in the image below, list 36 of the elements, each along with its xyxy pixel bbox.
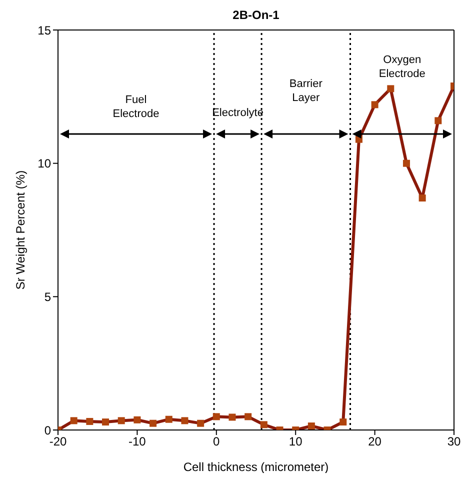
point xyxy=(197,420,204,427)
point xyxy=(402,160,410,167)
point xyxy=(118,417,125,424)
y-tick-label: 0 xyxy=(44,423,52,438)
point xyxy=(340,418,347,426)
point xyxy=(150,420,157,427)
point xyxy=(212,413,220,420)
point xyxy=(86,418,94,425)
point xyxy=(244,413,252,420)
annotation: Electrolyte xyxy=(212,107,264,119)
point xyxy=(260,421,268,428)
annotation: Fuel Electrode xyxy=(112,94,160,120)
y-tick-label: 5 xyxy=(44,290,52,304)
point xyxy=(70,417,78,424)
point xyxy=(134,416,141,424)
point xyxy=(228,414,236,421)
point xyxy=(165,416,172,423)
point xyxy=(387,85,394,92)
x-tick-label: 20 xyxy=(368,434,382,449)
point xyxy=(102,418,110,426)
point xyxy=(434,117,442,124)
point xyxy=(181,417,188,424)
y-tick-label: 10 xyxy=(38,156,52,171)
x-tick-label: 30 xyxy=(447,434,461,449)
y-tick-label: 15 xyxy=(38,23,52,38)
x-tick-label: -20 xyxy=(49,434,67,449)
x-tick-label: -10 xyxy=(128,434,146,449)
x-tick-label: 0 xyxy=(213,434,220,449)
annotation: Oxygen Electrode xyxy=(378,54,426,80)
point xyxy=(308,422,315,430)
x-tick-label: 10 xyxy=(288,434,303,449)
point xyxy=(418,194,426,202)
annotation: Barrier Layer xyxy=(289,78,323,104)
chart-title: 2B-On-1 xyxy=(232,8,280,22)
y-axis-title: Sr Weight Percent (%) xyxy=(13,170,28,290)
point xyxy=(371,101,378,108)
